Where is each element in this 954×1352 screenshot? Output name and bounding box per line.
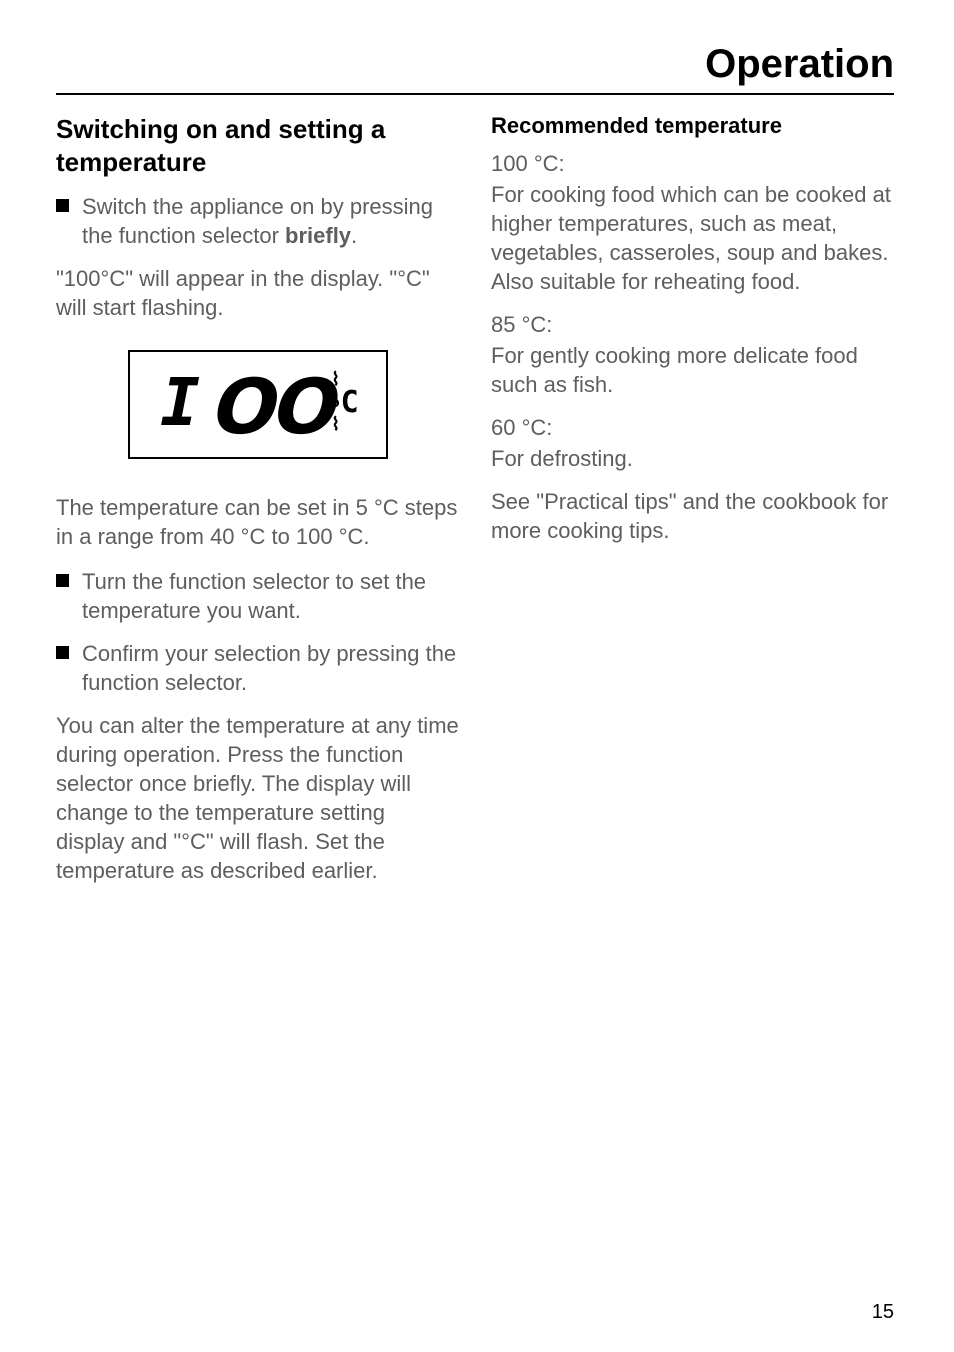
page-title: Operation xyxy=(56,42,894,87)
temp-desc-85: For gently cooking more delicate food su… xyxy=(491,341,894,399)
list-item: Turn the function selector to set the te… xyxy=(56,567,459,625)
temp-label-100: 100 °C: xyxy=(491,149,894,178)
left-column: Switching on and setting a temperature S… xyxy=(56,113,459,902)
temp-label-60: 60 °C: xyxy=(491,413,894,442)
seven-segment-display: I 𝗢 𝗢 ⌇ oC ⌇ xyxy=(160,362,358,451)
bullet1-text-bold: briefly xyxy=(285,223,351,248)
steam-icon: ⌇ xyxy=(331,418,359,432)
content-columns: Switching on and setting a temperature S… xyxy=(56,113,894,902)
paragraph: The temperature can be set in 5 °C steps… xyxy=(56,493,459,551)
paragraph: "100°C" will appear in the display. "°C"… xyxy=(56,264,459,322)
paragraph: See "Practical tips" and the cookbook fo… xyxy=(491,487,894,545)
page-number: 15 xyxy=(872,1301,894,1324)
bullet1-text-post: . xyxy=(351,223,357,248)
temp-desc-60: For defrosting. xyxy=(491,444,894,473)
section-title-switching: Switching on and setting a temperature xyxy=(56,113,459,178)
paragraph: You can alter the temperature at any tim… xyxy=(56,711,459,885)
temp-label-85: 85 °C: xyxy=(491,310,894,339)
bullet-list-2: Turn the function selector to set the te… xyxy=(56,567,459,697)
display-figure: I 𝗢 𝗢 ⌇ oC ⌇ xyxy=(128,350,388,459)
right-column: Recommended temperature 100 °C: For cook… xyxy=(491,113,894,902)
header-divider xyxy=(56,93,894,95)
temp-desc-100: For cooking food which can be cooked at … xyxy=(491,180,894,296)
list-item: Confirm your selection by pressing the f… xyxy=(56,639,459,697)
recommended-temp-heading: Recommended temperature xyxy=(491,113,894,139)
bullet-list-1: Switch the appliance on by pressing the … xyxy=(56,192,459,250)
bullet1-text-pre: Switch the appliance on by pressing the … xyxy=(82,194,433,248)
list-item: Switch the appliance on by pressing the … xyxy=(56,192,459,250)
